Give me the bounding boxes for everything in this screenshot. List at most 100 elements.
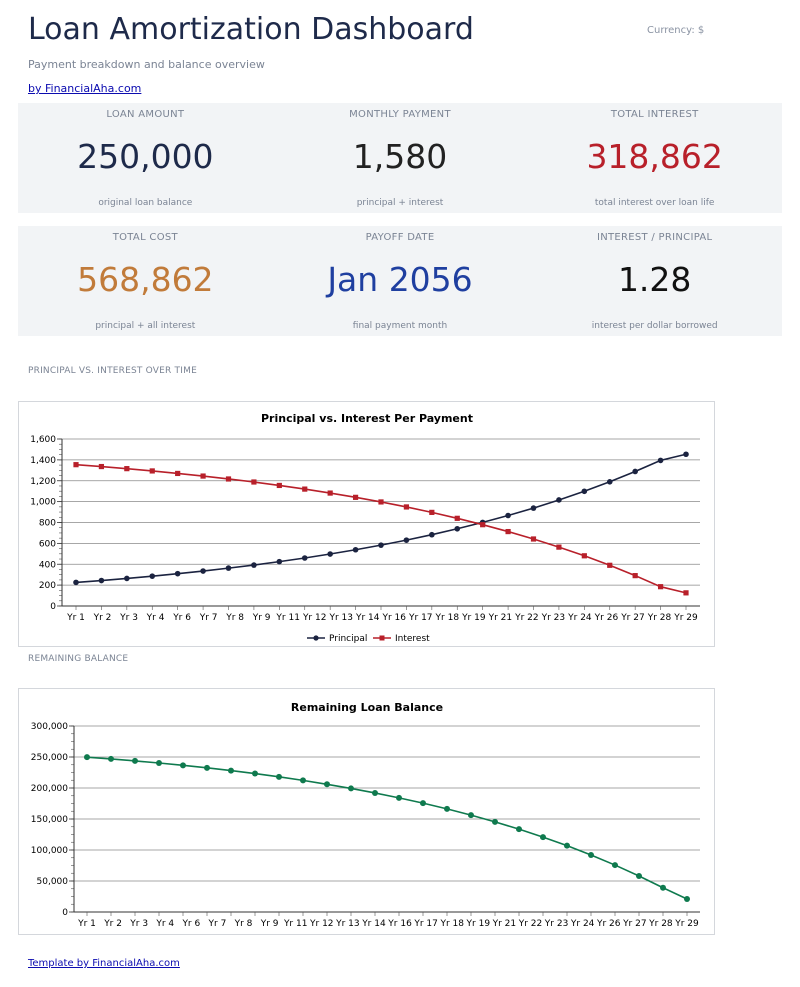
- series-line-interest: [75, 463, 687, 594]
- y-tick-label: 100,000: [31, 846, 68, 856]
- data-point-principal: [403, 537, 410, 543]
- data-point-balance: [372, 789, 378, 796]
- data-point-balance: [156, 760, 162, 767]
- kpi-label: MONTHLY PAYMENT: [349, 109, 451, 120]
- y-tick-label: 250,000: [31, 753, 68, 763]
- x-tick-label: Yr 8: [225, 613, 244, 623]
- data-point-principal: [505, 512, 511, 519]
- y-tick-label: 0: [50, 602, 56, 612]
- x-tick-label: Yr 9: [252, 613, 271, 623]
- data-point-principal: [276, 558, 283, 565]
- data-point-principal: [301, 555, 308, 561]
- data-point-principal: [124, 575, 130, 582]
- data-point-balance: [492, 818, 498, 825]
- data-point-balance: [204, 764, 210, 771]
- x-tick-label: Yr 16: [387, 919, 412, 929]
- kpi-note: principal + all interest: [95, 321, 196, 331]
- data-point-interest: [581, 553, 587, 559]
- data-point-principal: [606, 478, 613, 485]
- data-point-principal: [657, 457, 664, 464]
- x-tick-label: Yr 21: [488, 613, 513, 623]
- x-tick-label: Yr 17: [408, 613, 433, 623]
- data-point-balance: [132, 757, 138, 764]
- data-point-interest: [454, 515, 460, 521]
- principal-interest-chart: Principal vs. Interest Per Payment 0 200 40…: [18, 401, 715, 647]
- data-point-balance: [348, 785, 354, 792]
- data-point-balance: [396, 794, 402, 801]
- data-point-principal: [581, 488, 588, 495]
- x-tick-label: Yr 16: [382, 613, 407, 623]
- data-point-balance: [636, 872, 642, 879]
- data-point-balance: [660, 884, 666, 891]
- legend-label-interest: Interest: [395, 634, 430, 644]
- data-point-principal: [683, 451, 689, 458]
- y-tick-label: 50,000: [37, 877, 69, 887]
- kpi-note: principal + interest: [356, 198, 444, 208]
- x-tick-label: Yr 12: [302, 613, 327, 623]
- data-point-interest: [200, 473, 206, 479]
- data-point-balance: [564, 842, 570, 849]
- x-tick-label: Yr 4: [155, 919, 174, 929]
- x-tick-label: Yr 12: [309, 919, 334, 929]
- data-point-interest: [98, 463, 105, 470]
- kpi-total-cost: TOTAL COST 568,862 principal + all inter…: [18, 226, 273, 336]
- section-label-principal-interest: PRINCIPAL VS. INTEREST OVER TIME: [28, 366, 197, 376]
- data-point-balance: [444, 805, 450, 812]
- x-tick-label: Yr 6: [181, 919, 200, 929]
- data-point-interest: [378, 499, 384, 505]
- data-point-balance: [324, 781, 330, 788]
- kpi-payoff-date: PAYOFF DATE Jan 2056 final payment month: [273, 226, 528, 336]
- x-tick-label: Yr 14: [361, 919, 386, 929]
- remaining-balance-chart: Remaining Loan Balance 0 50,000 100,000 150,…: [18, 688, 715, 935]
- data-point-balance: [420, 800, 426, 807]
- y-tick-label: 200: [39, 581, 56, 591]
- x-tick-label: Yr 26: [594, 613, 619, 623]
- data-point-principal: [378, 542, 384, 548]
- data-point-principal: [98, 577, 105, 584]
- data-point-interest: [73, 462, 79, 468]
- kpi-label: PAYOFF DATE: [365, 232, 435, 243]
- legend-label-principal: Principal: [329, 634, 367, 644]
- currency-label: Currency: $: [647, 25, 705, 36]
- data-point-interest: [480, 522, 486, 528]
- x-tick-label: Yr 29: [674, 919, 699, 929]
- kpi-total-interest: TOTAL INTEREST 318,862 total interest ov…: [527, 103, 782, 213]
- data-point-interest: [175, 470, 181, 477]
- data-point-principal: [556, 497, 562, 503]
- data-point-balance: [228, 767, 234, 774]
- x-tick-label: Yr 1: [66, 613, 85, 623]
- series-line-balance: [86, 756, 688, 900]
- data-point-balance: [300, 777, 306, 784]
- data-point-balance: [588, 851, 594, 858]
- data-point-balance: [252, 770, 258, 777]
- data-point-principal: [327, 551, 333, 557]
- y-tick-label: 1,600: [30, 435, 56, 445]
- kpi-loan-amount: LOAN AMOUNT 250,000 original loan balanc…: [18, 103, 273, 213]
- kpi-value: 1.28: [617, 260, 692, 299]
- kpi-value: 568,862: [77, 260, 214, 299]
- x-tick-label: Yr 6: [172, 613, 191, 623]
- kpi-value: 318,862: [586, 137, 723, 176]
- x-tick-label: Yr 26: [596, 919, 621, 929]
- y-tick-label: 150,000: [31, 815, 68, 825]
- data-point-interest: [657, 584, 664, 590]
- x-tick-label: Yr 24: [570, 919, 595, 929]
- x-tick-label: Yr 2: [93, 613, 112, 623]
- series-line-principal: [75, 453, 687, 584]
- data-point-principal: [200, 568, 206, 574]
- kpi-label: INTEREST / PRINCIPAL: [596, 232, 713, 243]
- x-tick-label: Yr 23: [541, 613, 566, 623]
- page-subtitle: Payment breakdown and balance overview: [28, 58, 265, 71]
- byline-link[interactable]: by FinancialAha.com: [28, 82, 142, 95]
- kpi-label: TOTAL COST: [112, 232, 178, 243]
- footer-link[interactable]: Template by FinancialAha.com: [28, 958, 180, 969]
- data-point-interest: [403, 504, 410, 510]
- data-point-principal: [149, 573, 156, 579]
- kpi-value: Jan 2056: [327, 260, 473, 299]
- y-tick-label: 1,400: [30, 456, 56, 466]
- x-tick-label: Yr 18: [439, 919, 464, 929]
- kpi-label: LOAN AMOUNT: [106, 109, 185, 120]
- x-tick-label: Yr 21: [492, 919, 517, 929]
- data-point-interest: [327, 490, 333, 496]
- x-tick-label: Yr 27: [620, 613, 645, 623]
